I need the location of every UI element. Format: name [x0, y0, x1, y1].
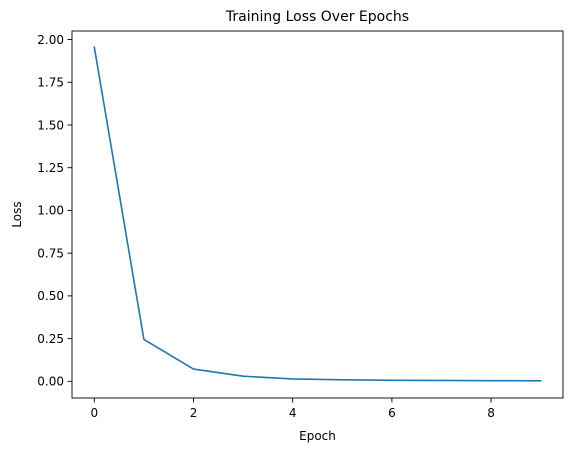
axes-frame — [71, 30, 564, 399]
y-tick-label: 1.25 — [37, 161, 64, 175]
loss-series-line — [93, 46, 542, 382]
y-axis-title: Loss — [10, 201, 24, 227]
chart-title: Training Loss Over Epochs — [225, 9, 409, 25]
y-tick-label: 1.50 — [37, 118, 64, 132]
x-tick-label: 4 — [289, 406, 297, 420]
y-tick-label: 1.00 — [37, 204, 64, 218]
x-tick-label: 8 — [487, 406, 495, 420]
y-tick-label: 1.75 — [37, 76, 64, 90]
y-tick-label: 0.25 — [37, 332, 64, 346]
y-tick-label: 0.50 — [37, 289, 64, 303]
y-tick-label: 0.75 — [37, 246, 64, 260]
x-tick-label: 6 — [388, 406, 396, 420]
y-tick-label: 0.00 — [37, 375, 64, 389]
x-axis-title: Epoch — [299, 429, 336, 443]
y-tick-label: 2.00 — [37, 33, 64, 47]
x-tick-label: 0 — [90, 406, 98, 420]
plot-area: 0 2 4 6 8 0.00 0.25 0.50 0.75 1.00 1.25 1.50 1.75 2.0… — [37, 30, 564, 420]
x-tick-label: 2 — [190, 406, 198, 420]
